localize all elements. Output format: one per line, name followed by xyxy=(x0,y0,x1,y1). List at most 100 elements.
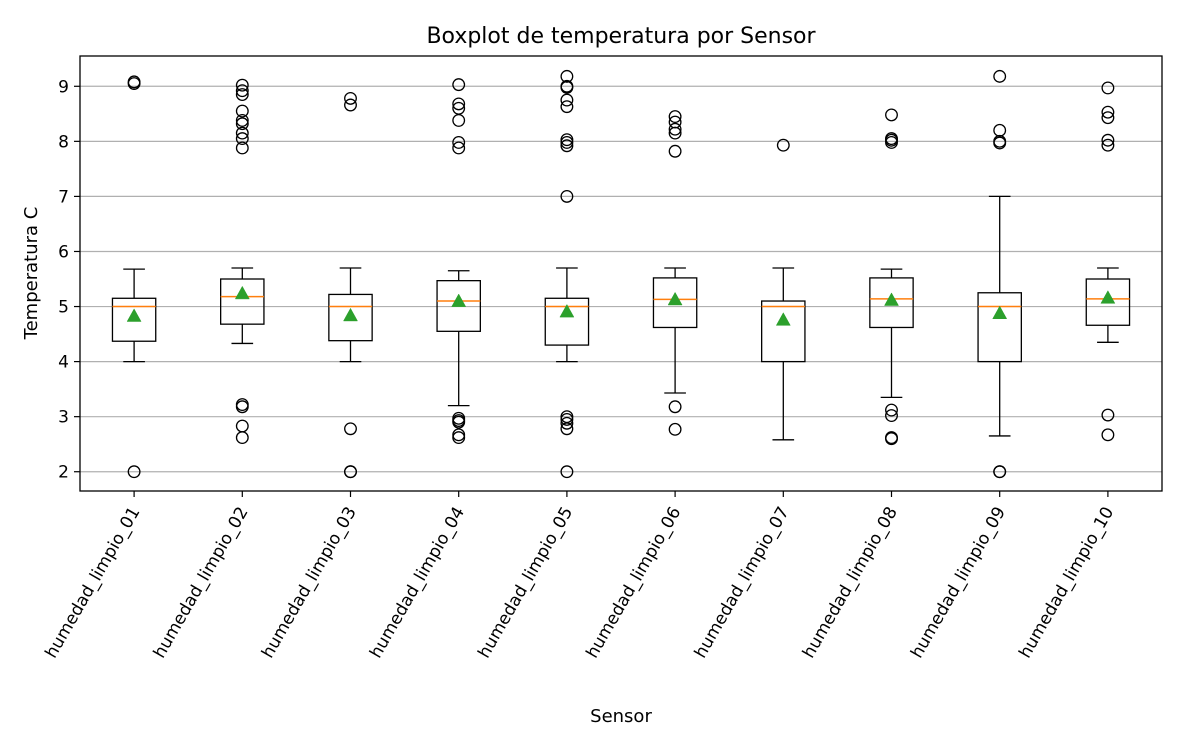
box-humedad_limpio_05 xyxy=(544,69,590,479)
mean-marker xyxy=(1100,290,1116,304)
x-tick-label: humedad_limpio_06 xyxy=(583,504,686,662)
outlier-point xyxy=(452,428,466,442)
x-axis-label: Sensor xyxy=(590,706,652,727)
iqr-box xyxy=(111,297,157,342)
x-tick-label: humedad_limpio_05 xyxy=(474,504,577,662)
mean-marker xyxy=(775,312,791,326)
x-axis: humedad_limpio_01 humedad_limpio_02 humeda… xyxy=(42,491,1118,662)
box-series xyxy=(111,69,1131,479)
plot-frame xyxy=(79,55,1163,492)
y-tick-label: 2 xyxy=(58,463,69,483)
x-tick-label: humedad_limpio_01 xyxy=(42,504,145,662)
outlier-point xyxy=(235,88,249,101)
mean-marker xyxy=(126,308,142,322)
outlier-point xyxy=(452,141,466,155)
y-tick-label: 9 xyxy=(58,77,69,97)
outlier-point xyxy=(235,431,249,445)
outlier-point xyxy=(560,100,574,114)
outlier-point xyxy=(344,98,357,112)
outlier-point xyxy=(993,123,1007,137)
outlier-point xyxy=(668,400,682,414)
outlier-point xyxy=(344,422,357,436)
outlier-point xyxy=(452,113,466,127)
outlier-point xyxy=(235,117,249,131)
x-tick-label: humedad_limpio_03 xyxy=(258,504,361,662)
outlier-point xyxy=(885,135,898,149)
iqr-box xyxy=(761,300,806,363)
outlier-point xyxy=(1101,138,1115,152)
outlier-point xyxy=(560,135,574,149)
outlier-point xyxy=(235,104,249,118)
outlier-point xyxy=(560,412,574,426)
outlier-point xyxy=(993,69,1007,83)
mean-marker xyxy=(451,293,467,307)
iqr-box xyxy=(544,297,590,346)
outlier-point xyxy=(344,91,357,105)
outlier-point xyxy=(560,422,574,436)
outlier-point xyxy=(560,465,574,479)
iqr-box xyxy=(652,277,698,329)
x-tick-label: humedad_limpio_10 xyxy=(1015,504,1118,662)
box-humedad_limpio_07 xyxy=(761,138,806,441)
y-tick-label: 5 xyxy=(58,298,69,318)
outlier-point xyxy=(560,416,574,430)
y-axis: 2 3 4 5 6 7 8 9 xyxy=(58,77,80,483)
outlier-point xyxy=(452,431,466,445)
grid-lines xyxy=(80,85,1162,473)
x-tick-label: humedad_limpio_02 xyxy=(150,504,253,662)
y-axis-label: Temperatura C xyxy=(21,207,42,341)
iqr-box xyxy=(328,293,373,342)
outlier-point xyxy=(668,122,682,136)
iqr-box xyxy=(977,292,1022,363)
mean-marker xyxy=(343,307,358,322)
outlier-point xyxy=(452,415,466,429)
mean-marker xyxy=(667,291,683,306)
outlier-point xyxy=(452,78,466,92)
outlier-point xyxy=(1101,133,1115,147)
outlier-point xyxy=(1101,105,1115,119)
outlier-point xyxy=(344,465,357,479)
y-tick-label: 8 xyxy=(58,132,69,152)
outlier-point xyxy=(127,75,141,89)
outlier-point xyxy=(885,108,898,122)
outlier-point xyxy=(235,126,249,140)
outlier-point xyxy=(235,419,249,433)
box-humedad_limpio_04 xyxy=(436,78,481,445)
outlier-point xyxy=(452,135,466,149)
box-humedad_limpio_06 xyxy=(652,110,698,436)
outlier-point xyxy=(235,84,249,98)
iqr-box xyxy=(1085,278,1131,326)
outlier-point xyxy=(235,132,249,146)
outlier-point xyxy=(993,136,1007,150)
y-tick-label: 6 xyxy=(58,242,69,262)
x-tick-label: humedad_limpio_09 xyxy=(907,503,1010,661)
y-tick-label: 3 xyxy=(58,408,69,428)
outlier-point xyxy=(776,138,790,152)
outlier-point xyxy=(1101,408,1115,422)
outlier-point xyxy=(560,139,574,153)
outlier-point xyxy=(560,189,574,203)
outlier-point xyxy=(993,465,1007,479)
box-humedad_limpio_03 xyxy=(328,91,373,479)
mean-marker xyxy=(559,303,575,318)
box-humedad_limpio_02 xyxy=(220,78,265,445)
outlier-point xyxy=(885,403,898,417)
x-tick-label: humedad_limpio_07 xyxy=(691,504,794,662)
outlier-point xyxy=(452,97,466,111)
outlier-point xyxy=(885,432,898,446)
outlier-point xyxy=(235,400,249,414)
outlier-point xyxy=(560,93,574,107)
y-tick-label: 4 xyxy=(58,353,69,373)
x-tick-label: humedad_limpio_08 xyxy=(799,504,902,662)
outlier-point xyxy=(668,144,682,158)
mean-marker xyxy=(992,305,1008,319)
iqr-box xyxy=(220,278,265,325)
outlier-point xyxy=(668,126,682,140)
outlier-point xyxy=(235,113,249,127)
outlier-point xyxy=(1101,111,1115,125)
outlier-point xyxy=(235,141,249,155)
outlier-point xyxy=(668,422,682,436)
outlier-point xyxy=(668,110,682,124)
outlier-point xyxy=(885,409,898,423)
